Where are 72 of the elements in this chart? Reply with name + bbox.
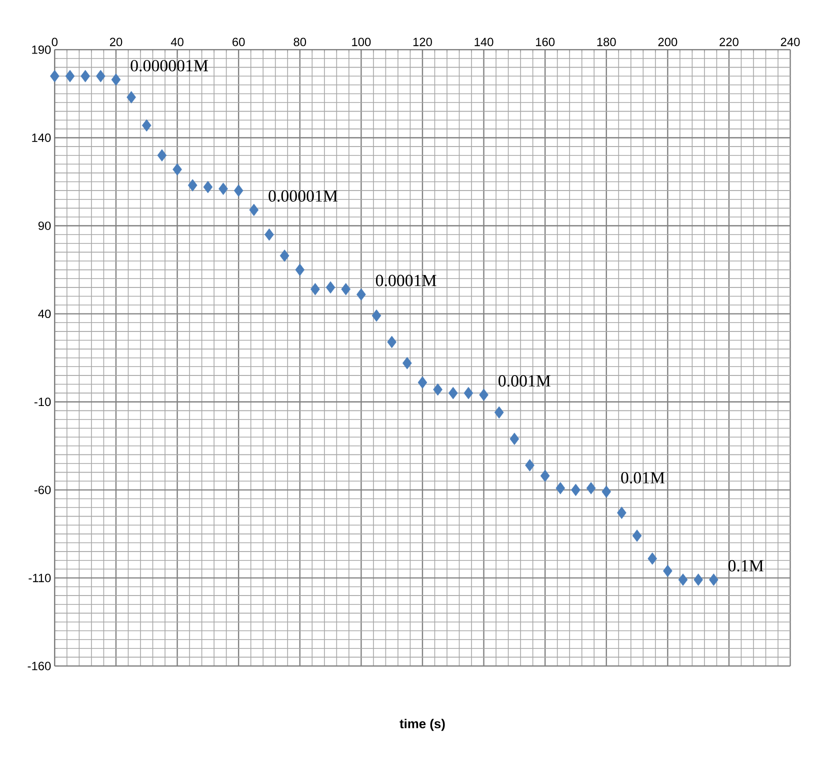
y-tick-label: -10 [34, 397, 51, 406]
point [586, 482, 596, 494]
point [632, 529, 642, 542]
x-tick-label: 100 [352, 38, 371, 46]
point [372, 309, 382, 322]
annotation: 0.1M [728, 560, 764, 572]
annotation: 0.01M [621, 472, 665, 484]
point [448, 386, 458, 400]
point [479, 388, 488, 401]
x-tick-label: 160 [536, 38, 555, 46]
point [678, 573, 688, 586]
y-tick-label: -60 [34, 485, 51, 494]
point [249, 204, 259, 216]
point [464, 386, 474, 400]
point [402, 356, 412, 370]
point [111, 73, 121, 86]
point [142, 119, 152, 132]
point [433, 383, 442, 396]
point [540, 469, 550, 482]
annotation: 0.001M [498, 374, 550, 386]
point [50, 70, 60, 82]
point [571, 484, 580, 496]
point [356, 288, 366, 300]
point [510, 432, 520, 445]
point [80, 70, 90, 82]
x-tick-label: 200 [658, 38, 678, 46]
point [264, 228, 274, 241]
point [218, 182, 228, 195]
point [663, 564, 672, 577]
annotation: 0.00001M [268, 190, 338, 202]
point [387, 336, 396, 348]
point [295, 263, 305, 276]
point [694, 573, 703, 586]
y-tick-label: 90 [38, 221, 51, 230]
x-tick-label: 0 [52, 38, 58, 46]
point [234, 184, 244, 197]
point [172, 163, 182, 176]
x-tick-label: 20 [110, 38, 122, 46]
point [188, 178, 198, 192]
point [280, 249, 290, 262]
x-tick-label: 120 [413, 38, 432, 46]
point [157, 148, 167, 162]
point [126, 90, 136, 104]
y-tick-label: 140 [32, 133, 51, 142]
point [708, 573, 718, 586]
point [418, 376, 428, 388]
point [326, 281, 336, 294]
point [525, 458, 534, 472]
point [494, 406, 504, 418]
x-tick-label: 180 [597, 38, 616, 46]
y-tick-label: 40 [38, 309, 51, 318]
y-tick-label: 190 [32, 45, 51, 54]
y-tick-label: -160 [28, 662, 51, 670]
point [203, 180, 213, 193]
x-axis-title: time (s) [400, 718, 445, 731]
x-tick-label: 80 [294, 38, 306, 46]
point [65, 70, 75, 82]
point [341, 282, 351, 296]
point [96, 70, 106, 82]
point [310, 282, 320, 296]
annotation: 0.000001M [130, 60, 208, 72]
annotation: 0.0001M [376, 274, 436, 286]
x-tick-label: 220 [720, 38, 738, 46]
point [617, 506, 626, 519]
point [648, 552, 658, 565]
x-tick-label: 240 [780, 38, 800, 46]
point [602, 485, 612, 498]
x-tick-label: 60 [232, 38, 245, 46]
x-tick-label: 140 [474, 38, 494, 46]
x-tick-label: 40 [170, 38, 184, 46]
point [556, 482, 566, 494]
y-tick-label: -110 [28, 574, 51, 582]
